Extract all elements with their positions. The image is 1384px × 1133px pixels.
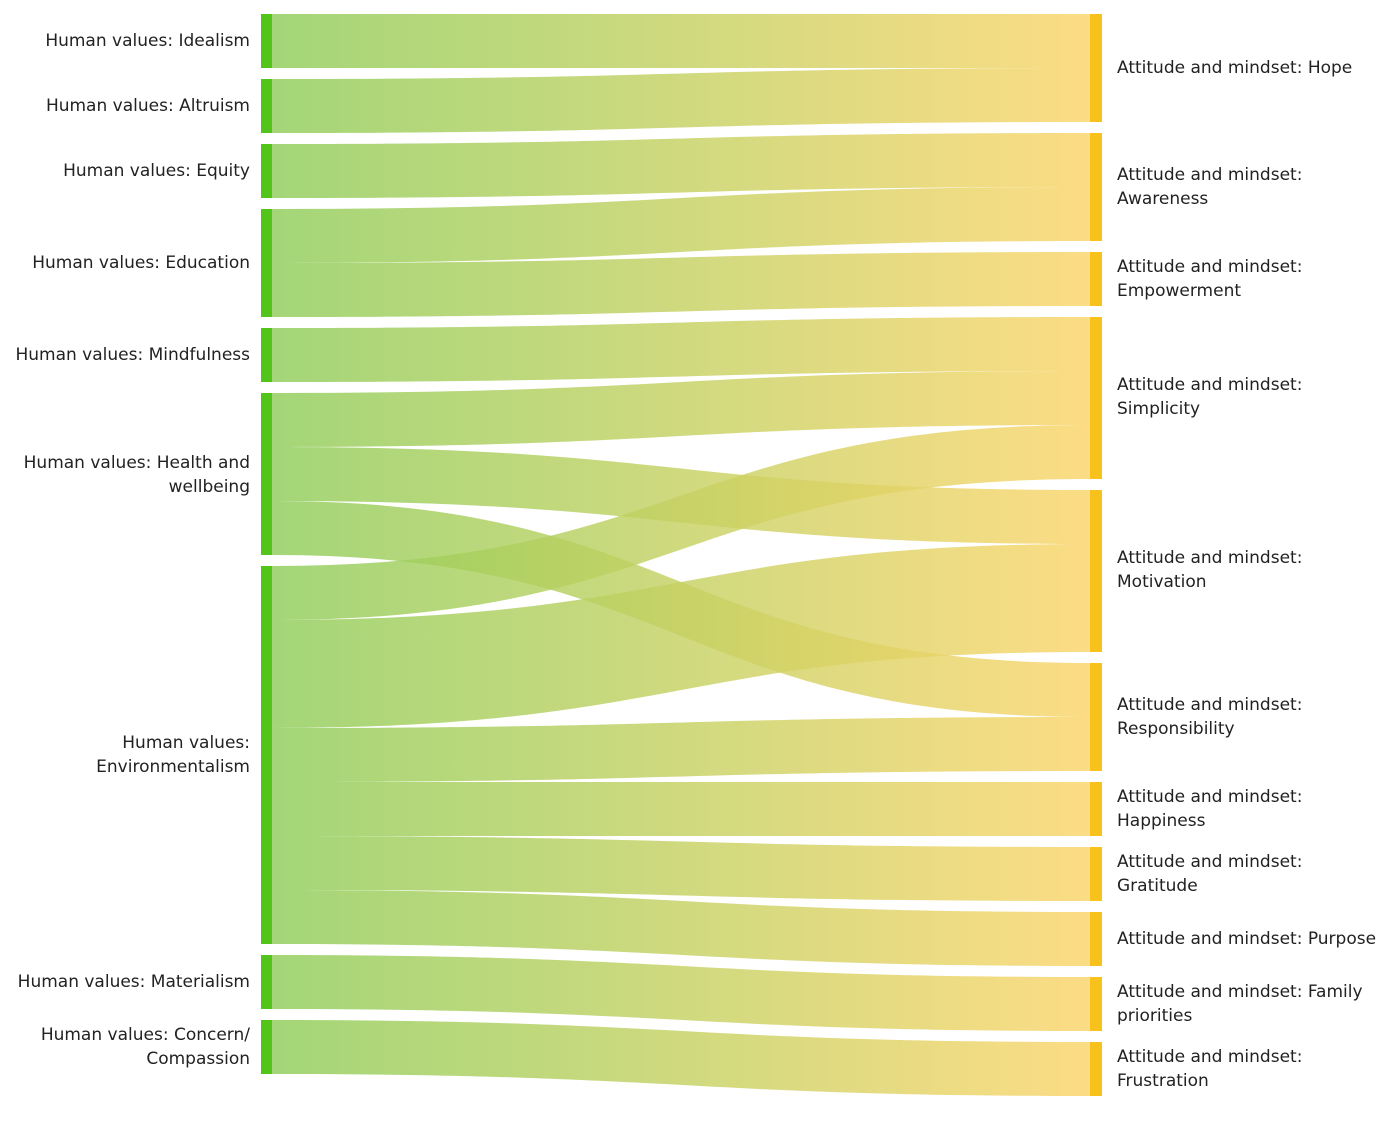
source-node-concern[interactable]: [261, 1020, 272, 1074]
target-label-awareness: Attitude and mindset: Awareness: [1117, 163, 1302, 211]
label-line: Happiness: [1117, 811, 1206, 831]
label-line: Environmentalism: [96, 757, 250, 777]
source-label-equity: Human values: Equity: [63, 159, 250, 183]
target-label-empowerment: Attitude and mindset: Empowerment: [1117, 255, 1302, 303]
link-education-to-awareness[interactable]: [272, 187, 1090, 263]
label-line: Attitude and mindset: Purpose: [1117, 929, 1377, 949]
source-label-idealism: Human values: Idealism: [45, 29, 250, 53]
source-label-mindfulness: Human values: Mindfulness: [15, 343, 250, 367]
target-label-frustration: Attitude and mindset: Frustration: [1117, 1045, 1302, 1093]
target-label-hope: Attitude and mindset: Hope: [1117, 56, 1352, 80]
link-health-to-simplicity[interactable]: [272, 371, 1090, 447]
source-label-materialism: Human values: Materialism: [18, 970, 250, 994]
link-altruism-to-hope[interactable]: [272, 68, 1090, 133]
label-line: Attitude and mindset:: [1117, 695, 1303, 715]
label-line: Human values: Health and: [23, 453, 250, 473]
link-environmentalism-to-purpose[interactable]: [272, 890, 1090, 966]
source-label-education: Human values: Education: [32, 251, 250, 275]
target-node-simplicity[interactable]: [1090, 317, 1102, 479]
target-label-purpose: Attitude and mindset: Purpose: [1117, 927, 1376, 951]
target-label-family: Attitude and mindset: Family priorities: [1117, 980, 1363, 1028]
label-line: Attitude and mindset:: [1117, 375, 1303, 395]
source-node-equity[interactable]: [261, 144, 272, 198]
target-node-happiness[interactable]: [1090, 782, 1102, 836]
source-node-education[interactable]: [261, 209, 272, 317]
link-education-to-empowerment[interactable]: [272, 252, 1090, 317]
target-node-empowerment[interactable]: [1090, 252, 1102, 306]
target-node-frustration[interactable]: [1090, 1042, 1102, 1096]
target-node-responsibility[interactable]: [1090, 663, 1102, 771]
label-line: priorities: [1117, 1006, 1193, 1026]
link-equity-to-awareness[interactable]: [272, 133, 1090, 198]
label-line: wellbeing: [168, 477, 250, 497]
source-node-idealism[interactable]: [261, 14, 272, 68]
target-label-responsibility: Attitude and mindset: Responsibility: [1117, 693, 1302, 741]
label-line: Human values: Concern/: [40, 1025, 250, 1045]
target-node-motivation[interactable]: [1090, 490, 1102, 652]
label-line: Empowerment: [1117, 281, 1242, 301]
label-line: Human values: Education: [32, 253, 250, 273]
target-label-happiness: Attitude and mindset: Happiness: [1117, 785, 1302, 833]
target-node-purpose[interactable]: [1090, 912, 1102, 966]
label-line: Attitude and mindset:: [1117, 852, 1303, 872]
source-label-altruism: Human values: Altruism: [46, 94, 250, 118]
label-line: Motivation: [1117, 572, 1207, 592]
link-environmentalism-to-happiness[interactable]: [272, 782, 1090, 836]
label-line: Attitude and mindset:: [1117, 165, 1303, 185]
link-mindfulness-to-simplicity[interactable]: [272, 317, 1090, 382]
source-label-health: Human values: Health and wellbeing: [24, 451, 250, 499]
target-label-simplicity: Attitude and mindset: Simplicity: [1117, 373, 1302, 421]
source-label-concern: Human values: Concern/Compassion: [41, 1023, 250, 1071]
label-line: Gratitude: [1117, 876, 1198, 896]
label-line: Simplicity: [1117, 399, 1201, 419]
label-line: Human values: Materialism: [17, 972, 250, 992]
target-label-motivation: Attitude and mindset: Motivation: [1117, 546, 1302, 594]
target-node-gratitude[interactable]: [1090, 847, 1102, 901]
source-label-environmentalism: Human values: Environmentalism: [96, 731, 250, 779]
label-line: Attitude and mindset: Family: [1117, 982, 1363, 1002]
label-line: Human values: Altruism: [45, 96, 250, 116]
source-node-environmentalism[interactable]: [261, 566, 272, 944]
label-line: Attitude and mindset:: [1117, 787, 1303, 807]
source-node-materialism[interactable]: [261, 955, 272, 1009]
link-idealism-to-hope[interactable]: [272, 14, 1090, 68]
nodes-layer: [261, 14, 1102, 1096]
target-node-hope[interactable]: [1090, 14, 1102, 122]
label-line: Attitude and mindset:: [1117, 1047, 1303, 1067]
label-line: Human values: Equity: [63, 161, 250, 181]
link-environmentalism-to-responsibility[interactable]: [272, 717, 1090, 782]
label-line: Human values: Idealism: [45, 31, 250, 51]
label-line: Attitude and mindset: Hope: [1117, 58, 1353, 78]
link-environmentalism-to-gratitude[interactable]: [272, 836, 1090, 901]
link-environmentalism-to-motivation[interactable]: [272, 544, 1090, 728]
source-node-mindfulness[interactable]: [261, 328, 272, 382]
link-concern-to-frustration[interactable]: [272, 1020, 1090, 1096]
links-layer: [272, 14, 1090, 1096]
label-line: Responsibility: [1117, 719, 1235, 739]
link-environmentalism-to-simplicity[interactable]: [272, 425, 1090, 620]
label-line: Frustration: [1117, 1071, 1209, 1091]
label-line: Awareness: [1117, 189, 1209, 209]
label-line: Attitude and mindset:: [1117, 257, 1303, 277]
target-label-gratitude: Attitude and mindset: Gratitude: [1117, 850, 1302, 898]
label-line: Human values: Mindfulness: [15, 345, 250, 365]
target-node-awareness[interactable]: [1090, 133, 1102, 241]
label-line: Attitude and mindset:: [1117, 548, 1303, 568]
source-node-altruism[interactable]: [261, 79, 272, 133]
label-line: Compassion: [146, 1049, 250, 1069]
link-materialism-to-family[interactable]: [272, 955, 1090, 1031]
source-node-health[interactable]: [261, 393, 272, 555]
target-node-family[interactable]: [1090, 977, 1102, 1031]
label-line: Human values:: [122, 733, 250, 753]
